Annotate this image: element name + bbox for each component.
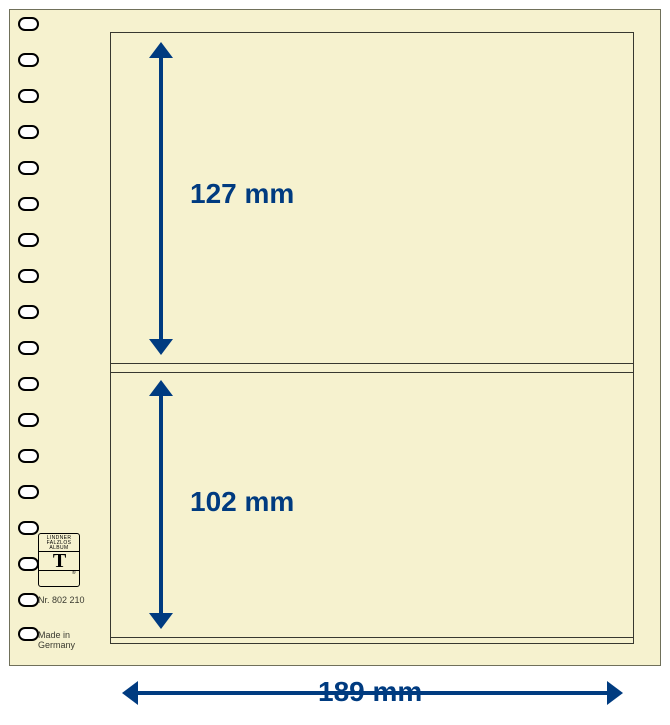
binder-hole [18, 161, 39, 175]
dimension-label: 189 mm [318, 676, 422, 708]
binder-hole [18, 269, 39, 283]
binder-hole [18, 377, 39, 391]
binder-hole [18, 627, 39, 641]
binder-hole [18, 557, 39, 571]
binder-hole [18, 485, 39, 499]
dimension-label: 102 mm [190, 486, 294, 518]
binder-hole [18, 305, 39, 319]
dimension-arrow-vertical [159, 54, 163, 344]
binder-hole [18, 341, 39, 355]
binder-hole [18, 197, 39, 211]
binder-hole [18, 593, 39, 607]
brand-big-letter: T [53, 550, 65, 572]
product-number: Nr. 802 210 [38, 595, 85, 605]
arrow-head-up-icon [149, 42, 173, 58]
pocket-2 [110, 372, 634, 638]
binder-hole [18, 53, 39, 67]
made-in-label: Made in Germany [38, 630, 75, 650]
arrow-head-left-icon [122, 681, 138, 705]
binder-hole [18, 233, 39, 247]
arrow-head-down-icon [149, 613, 173, 629]
binder-hole [18, 449, 39, 463]
binder-hole [18, 125, 39, 139]
binder-hole [18, 17, 39, 31]
arrow-head-right-icon [607, 681, 623, 705]
binder-hole [18, 413, 39, 427]
arrow-head-down-icon [149, 339, 173, 355]
binder-hole [18, 521, 39, 535]
arrow-head-up-icon [149, 380, 173, 396]
brand-logo: LINDNER FALZLOS ALBUM T ® [38, 533, 80, 587]
binder-holes [18, 0, 48, 725]
dimension-arrow-vertical [159, 392, 163, 618]
binder-hole [18, 89, 39, 103]
dimension-label: 127 mm [190, 178, 294, 210]
pocket-1 [110, 32, 634, 364]
